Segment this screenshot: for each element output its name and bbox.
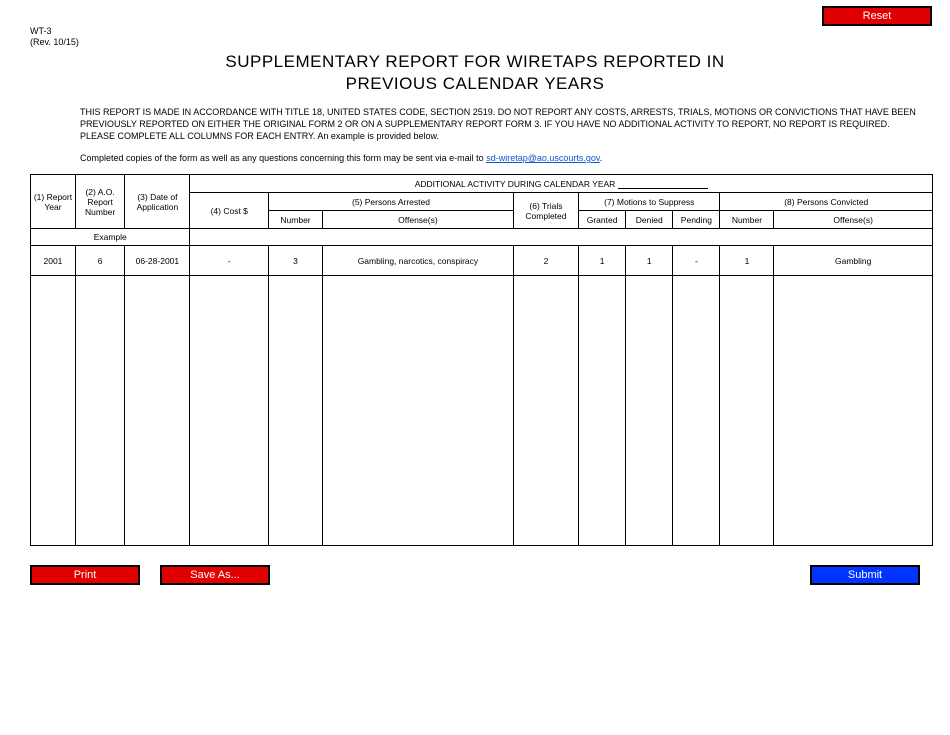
- form-code-block: WT-3 (Rev. 10/15): [0, 26, 950, 48]
- form-code: WT-3: [30, 26, 950, 37]
- ex-pending: -: [673, 246, 720, 276]
- page-title-line1: SUPPLEMENTARY REPORT FOR WIRETAPS REPORT…: [0, 52, 950, 72]
- instructions-p1: THIS REPORT IS MADE IN ACCORDANCE WITH T…: [80, 106, 920, 142]
- hdr-arrested-offenses: Offense(s): [322, 211, 513, 229]
- hdr-persons-arrested: (5) Persons Arrested: [269, 193, 514, 211]
- example-label-row: Example: [31, 229, 933, 246]
- reset-button[interactable]: Reset: [822, 6, 932, 26]
- print-button[interactable]: Print: [30, 565, 140, 585]
- hdr-report-year: (1) Report Year: [31, 175, 76, 229]
- contact-email-link[interactable]: sd-wiretap@ao.uscourts.gov: [486, 153, 600, 163]
- ex-conv-off: Gambling: [774, 246, 933, 276]
- page-title-line2: PREVIOUS CALENDAR YEARS: [0, 74, 950, 94]
- hdr-ao-number: (2) A.O. Report Number: [75, 175, 124, 229]
- hdr-cost: (4) Cost $: [190, 193, 269, 229]
- ex-arr-num: 3: [269, 246, 323, 276]
- hdr-pending: Pending: [673, 211, 720, 229]
- instructions-p2: Completed copies of the form as well as …: [80, 152, 920, 164]
- hdr-activity: ADDITIONAL ACTIVITY DURING CALENDAR YEAR: [190, 175, 933, 193]
- example-data-row: 2001 6 06-28-2001 - 3 Gambling, narcotic…: [31, 246, 933, 276]
- submit-button[interactable]: Submit: [810, 565, 920, 585]
- hdr-trials: (6) Trials Completed: [513, 193, 578, 229]
- report-table: (1) Report Year (2) A.O. Report Number (…: [30, 174, 933, 546]
- hdr-convicted-number: Number: [720, 211, 774, 229]
- hdr-convicted: (8) Persons Convicted: [720, 193, 933, 211]
- data-entry-area[interactable]: [31, 276, 933, 546]
- hdr-convicted-offenses: Offense(s): [774, 211, 933, 229]
- ex-cost: -: [190, 246, 269, 276]
- ex-ao: 6: [75, 246, 124, 276]
- hdr-date-application: (3) Date of Application: [125, 175, 190, 229]
- hdr-motions: (7) Motions to Suppress: [579, 193, 720, 211]
- hdr-arrested-number: Number: [269, 211, 323, 229]
- ex-denied: 1: [626, 246, 673, 276]
- form-revision: (Rev. 10/15): [30, 37, 950, 48]
- ex-trials: 2: [513, 246, 578, 276]
- hdr-denied: Denied: [626, 211, 673, 229]
- ex-arr-off: Gambling, narcotics, conspiracy: [322, 246, 513, 276]
- calendar-year-blank[interactable]: [618, 179, 708, 189]
- ex-granted: 1: [579, 246, 626, 276]
- ex-conv-num: 1: [720, 246, 774, 276]
- ex-date: 06-28-2001: [125, 246, 190, 276]
- saveas-button[interactable]: Save As...: [160, 565, 270, 585]
- example-label: Example: [31, 229, 190, 246]
- hdr-granted: Granted: [579, 211, 626, 229]
- ex-year: 2001: [31, 246, 76, 276]
- instructions-block: THIS REPORT IS MADE IN ACCORDANCE WITH T…: [0, 106, 950, 165]
